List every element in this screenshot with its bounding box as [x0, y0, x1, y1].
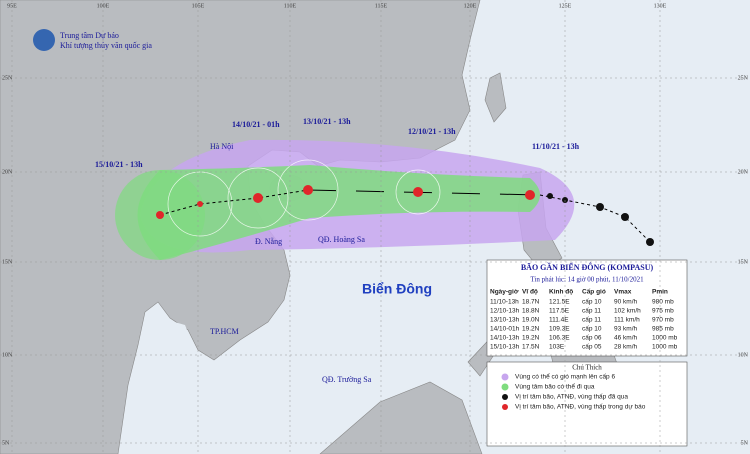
- bulletin-cell: cấp 11: [582, 315, 601, 324]
- bulletin-cell: 975 mb: [652, 308, 674, 315]
- logo: [33, 29, 55, 51]
- forecast-time: 12/10/21 - 13h: [408, 127, 456, 136]
- lat-label: 5N: [741, 440, 749, 446]
- legend-item: Vùng có thể có gió mạnh lên cấp 6: [515, 372, 615, 381]
- bulletin-cell: 1000 mb: [652, 344, 678, 351]
- bulletin-cell: 111 km/h: [614, 317, 640, 324]
- legend-item: Vùng tâm bão có thể đi qua: [515, 383, 595, 391]
- bulletin-cell: 970 mb: [652, 317, 674, 324]
- bulletin-cell: 121.5E: [549, 299, 570, 306]
- legend-item: Vị trí tâm bão, ATNĐ, vùng thấp đã qua: [515, 392, 628, 401]
- bulletin-box: [486, 259, 688, 357]
- bulletin-cell: 28 km/h: [614, 344, 638, 351]
- bulletin-cell: cấp 05: [582, 342, 602, 351]
- bulletin-cell: 90 km/h: [614, 299, 638, 306]
- bulletin-issued: Tin phát lúc: 14 giờ 00 phút, 11/10/2021: [530, 276, 644, 284]
- column-header: Cấp gió: [582, 288, 606, 296]
- bulletin-cell: 985 mb: [652, 326, 674, 333]
- bulletin-cell: 13/10-13h: [490, 317, 520, 324]
- lon-label: 110E: [284, 3, 297, 9]
- lat-label: 20N: [738, 169, 749, 175]
- bulletin-cell: 19.2N: [522, 326, 540, 333]
- bulletin-cell: 109.3E: [549, 326, 570, 333]
- header-line: Khí tượng thủy văn quốc gia: [60, 41, 152, 50]
- column-header: Vmax: [614, 289, 632, 296]
- lon-label: 95E: [7, 3, 17, 9]
- lat-label: 20N: [2, 169, 13, 175]
- forecast-time: 11/10/21 - 13h: [532, 142, 580, 151]
- bulletin-cell: 14/10-13h: [490, 335, 520, 342]
- place-name: QĐ. Trường Sa: [322, 375, 372, 384]
- bulletin-cell: 102 km/h: [614, 308, 641, 315]
- legend-swatch: [502, 404, 508, 410]
- bulletin-cell: 46 km/h: [614, 335, 638, 342]
- taiwan: [484, 72, 507, 123]
- lon-label: 125E: [559, 3, 572, 9]
- bulletin-cell: 106.3E: [549, 335, 570, 342]
- bulletin-cell: 980 mb: [652, 299, 674, 306]
- header-line: Trung tâm Dự báo: [60, 31, 119, 40]
- lon-label: 130E: [654, 3, 667, 9]
- bulletin-cell: 19.0N: [522, 317, 540, 324]
- lat-label: 10N: [738, 352, 749, 358]
- lon-label: 120E: [464, 3, 477, 9]
- legend-swatch: [501, 373, 509, 381]
- bulletin-cell: 1000 mb: [652, 335, 678, 342]
- column-header: Vĩ độ: [522, 289, 538, 296]
- legend-box: [486, 361, 688, 447]
- place-name: QĐ. Hoàng Sa: [318, 235, 365, 244]
- place-name: Đ. Nẵng: [255, 237, 282, 246]
- borneo: [319, 381, 483, 454]
- bulletin-cell: 18.8N: [522, 308, 540, 315]
- lat-label: 15N: [2, 259, 13, 265]
- lat-label: 5N: [2, 440, 10, 446]
- bulletin-cell: 111.4E: [549, 317, 569, 324]
- bulletin-cell: cấp 10: [582, 324, 602, 333]
- bulletin-cell: 12/10-13h: [490, 308, 520, 315]
- lat-label: 15N: [738, 259, 749, 265]
- bulletin-cell: 17.5N: [522, 344, 540, 351]
- bulletin-cell: 93 km/h: [614, 326, 638, 333]
- forecast-centers: [156, 185, 535, 219]
- bulletin-cell: cấp 10: [582, 297, 602, 306]
- bulletin-cell: 18.7N: [522, 299, 540, 306]
- lat-label: 25N: [2, 75, 13, 81]
- gulf-of-thailand: [140, 315, 195, 380]
- bulletin-cell: cấp 11: [582, 306, 601, 315]
- forecast-track: [307, 189, 541, 196]
- legend-swatch: [501, 383, 509, 391]
- place-name: Hà Nội: [210, 142, 234, 151]
- lon-label: 105E: [192, 3, 205, 9]
- sea-name: Biển Đông: [362, 281, 432, 297]
- column-header: Ngày-giờ: [490, 289, 519, 296]
- bulletin-cell: 117.5E: [549, 308, 570, 315]
- bulletin-cell: 19.2N: [522, 335, 540, 342]
- bulletin-title: BÃO GẦN BIỂN ĐÔNG (KOMPASU): [521, 262, 654, 272]
- forecast-time: 14/10/21 - 01h: [232, 120, 280, 129]
- place-name: TP.HCM: [210, 327, 239, 336]
- column-header: Kinh độ: [549, 289, 573, 296]
- bulletin-cell: 103E: [549, 344, 565, 351]
- forecast-track: [159, 189, 309, 216]
- lon-label: 115E: [375, 3, 388, 9]
- legend-swatch: [502, 394, 508, 400]
- past-centers: [547, 193, 654, 246]
- legend-title: Chú Thích: [572, 364, 602, 372]
- bulletin-cell: 15/10-13h: [490, 344, 520, 351]
- bulletin-cell: cấp 06: [582, 333, 602, 342]
- column-header: Pmin: [652, 289, 668, 296]
- bulletin-cell: 11/10-13h: [490, 299, 519, 306]
- center-cone: [137, 165, 540, 260]
- legend-item: Vị trí tâm bão, ATNĐ, vùng thấp trong dự…: [515, 402, 646, 411]
- forecast-time: 15/10/21 - 13h: [95, 160, 143, 169]
- lon-label: 100E: [97, 3, 110, 9]
- forecast-time: 13/10/21 - 13h: [303, 117, 351, 126]
- lat-label: 10N: [2, 352, 13, 358]
- bulletin-cell: 14/10-01h: [490, 326, 520, 333]
- lat-label: 25N: [738, 75, 749, 81]
